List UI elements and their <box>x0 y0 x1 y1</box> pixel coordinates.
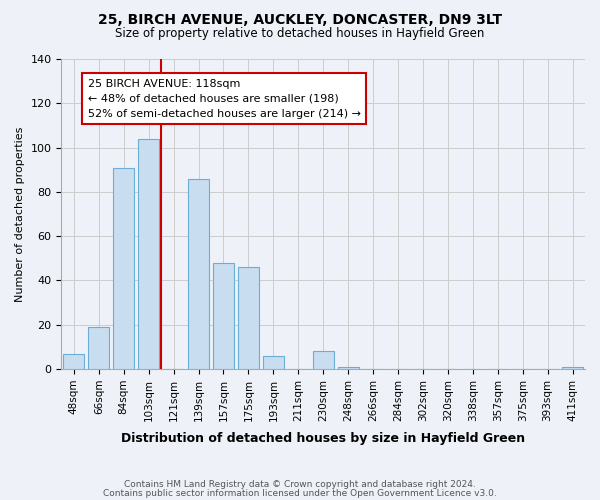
Bar <box>188 178 209 369</box>
Bar <box>313 352 334 369</box>
Text: Contains HM Land Registry data © Crown copyright and database right 2024.: Contains HM Land Registry data © Crown c… <box>124 480 476 489</box>
Bar <box>63 354 85 369</box>
Bar <box>138 138 159 369</box>
Bar <box>338 367 359 369</box>
Bar <box>213 262 234 369</box>
Y-axis label: Number of detached properties: Number of detached properties <box>15 126 25 302</box>
Text: 25, BIRCH AVENUE, AUCKLEY, DONCASTER, DN9 3LT: 25, BIRCH AVENUE, AUCKLEY, DONCASTER, DN… <box>98 12 502 26</box>
Bar <box>88 327 109 369</box>
Text: Contains public sector information licensed under the Open Government Licence v3: Contains public sector information licen… <box>103 489 497 498</box>
Bar <box>562 367 583 369</box>
Bar <box>263 356 284 369</box>
Text: Size of property relative to detached houses in Hayfield Green: Size of property relative to detached ho… <box>115 28 485 40</box>
X-axis label: Distribution of detached houses by size in Hayfield Green: Distribution of detached houses by size … <box>121 432 525 445</box>
Bar <box>238 267 259 369</box>
Bar <box>113 168 134 369</box>
Text: 25 BIRCH AVENUE: 118sqm
← 48% of detached houses are smaller (198)
52% of semi-d: 25 BIRCH AVENUE: 118sqm ← 48% of detache… <box>88 79 361 118</box>
